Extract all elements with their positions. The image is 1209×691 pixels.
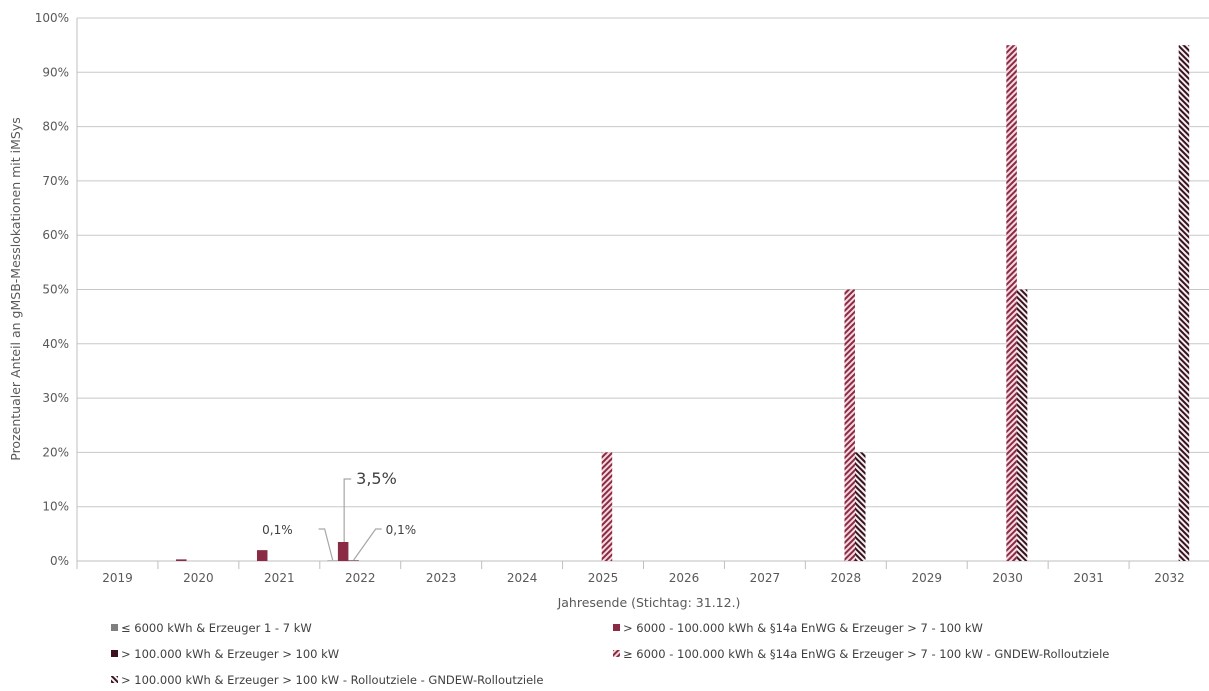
bar (601, 452, 613, 561)
x-tick-label: 2032 (1154, 571, 1185, 585)
gridlines (76, 17, 1209, 569)
x-tick-label: 2021 (264, 571, 295, 585)
data-label: 0,1% (386, 523, 417, 537)
y-tick-label: 10% (42, 500, 69, 514)
x-axis-ticks: 2019 2020 2021 2022 2023 2024 2025 2026 2027 2028… (102, 561, 1185, 585)
y-tick-label: 70% (42, 174, 69, 188)
legend-swatch (111, 624, 118, 631)
annotation-leader-line (318, 528, 334, 561)
bar (256, 550, 268, 561)
bar (1016, 289, 1028, 561)
bar (176, 559, 187, 561)
bar (854, 452, 866, 561)
x-tick-label: 2027 (750, 571, 781, 585)
annotation-leader-line (343, 478, 352, 542)
y-tick-label: 20% (42, 445, 69, 459)
x-tick-label: 2028 (831, 571, 862, 585)
legend-label: > 6000 - 100.000 kWh & §14a EnWG & Erzeu… (623, 621, 983, 635)
x-tick-label: 2029 (911, 571, 942, 585)
bar (337, 541, 349, 561)
x-tick-label: 2025 (588, 571, 619, 585)
bar (844, 289, 855, 561)
bars (176, 45, 1190, 561)
annotation-leader-line (353, 528, 382, 561)
y-tick-label: 60% (42, 228, 69, 242)
y-tick-label: 50% (42, 283, 69, 297)
legend-swatch (613, 624, 620, 631)
bar (348, 560, 359, 561)
bar (1006, 45, 1017, 561)
x-tick-label: 2031 (1073, 571, 1104, 585)
legend-label: ≤ 6000 kWh & Erzeuger 1 - 7 kW (121, 621, 312, 635)
y-tick-label: 100% (35, 11, 69, 25)
x-tick-label: 2020 (183, 571, 214, 585)
y-axis-ticks: 0% 10% 20% 30% 40% 50% 60% 70% 80% 90% 100% (35, 11, 69, 568)
legend: ≤ 6000 kWh & Erzeuger 1 - 7 kW > 6000 - 1… (111, 621, 1109, 687)
y-tick-label: 80% (42, 120, 69, 134)
y-tick-label: 0% (50, 554, 69, 568)
data-annotations: 0,1% 3,5% 0,1% (262, 469, 417, 561)
x-tick-label: 2022 (345, 571, 376, 585)
legend-label: > 100.000 kWh & Erzeuger > 100 kW (121, 647, 339, 661)
x-tick-label: 2026 (669, 571, 700, 585)
x-tick-label: 2019 (102, 571, 133, 585)
y-tick-label: 30% (42, 391, 69, 405)
x-axis-title: Jahresende (Stichtag: 31.12.) (557, 595, 741, 610)
x-tick-label: 2023 (426, 571, 457, 585)
bar (327, 560, 338, 561)
x-tick-label: 2030 (992, 571, 1023, 585)
legend-label: > 100.000 kWh & Erzeuger > 100 kW - Roll… (121, 673, 543, 687)
y-axis-title: Prozentualer Anteil an gMSB-Messlokation… (8, 117, 23, 461)
bar (1178, 45, 1190, 561)
x-tick-label: 2024 (507, 571, 538, 585)
y-tick-label: 40% (42, 337, 69, 351)
legend-swatch (613, 650, 620, 657)
data-label: 3,5% (356, 469, 397, 488)
y-tick-label: 90% (42, 65, 69, 79)
legend-swatch (111, 676, 118, 683)
legend-label: ≥ 6000 - 100.000 kWh & §14a EnWG & Erzeu… (623, 647, 1109, 661)
legend-swatch (111, 650, 118, 657)
data-label: 0,1% (262, 523, 293, 537)
